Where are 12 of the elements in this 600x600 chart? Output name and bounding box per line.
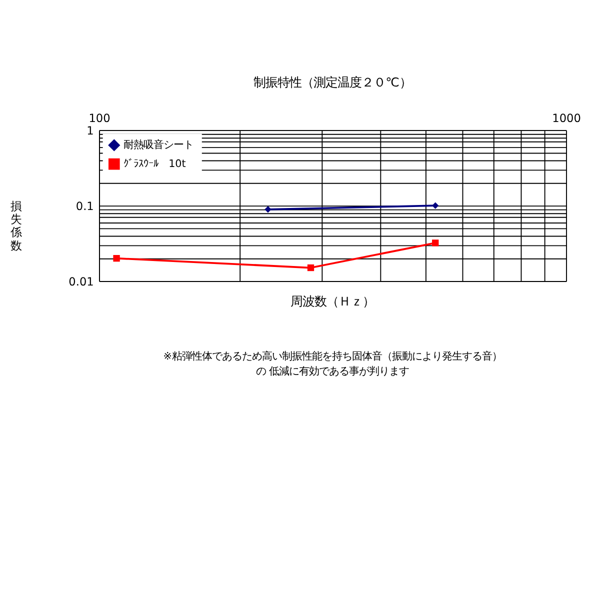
x-tick-label: 1000 — [552, 111, 581, 126]
y-tick-label: 0.1 — [76, 198, 94, 213]
text: の 低減に有効である事が判ります — [256, 365, 410, 378]
y-axis-title: 損失係数 — [10, 198, 22, 252]
text: ※粘弾性体であるため高い制振性能を持ち固体音（振動により発生する音） — [163, 350, 502, 362]
chart-title: 制振特性（測定温度２０℃） — [254, 76, 412, 90]
y-tick-label: 1 — [86, 123, 94, 138]
legend-label: ｸﾞﾗｽｳｰﾙ 10t — [124, 158, 186, 170]
y-tick-label: 0.01 — [68, 274, 94, 288]
x-axis-title: 周波数（Ｈｚ） — [290, 294, 375, 309]
legend-label: 耐熱吸音シート — [124, 139, 194, 152]
x-tick-label: 100 — [88, 111, 110, 126]
